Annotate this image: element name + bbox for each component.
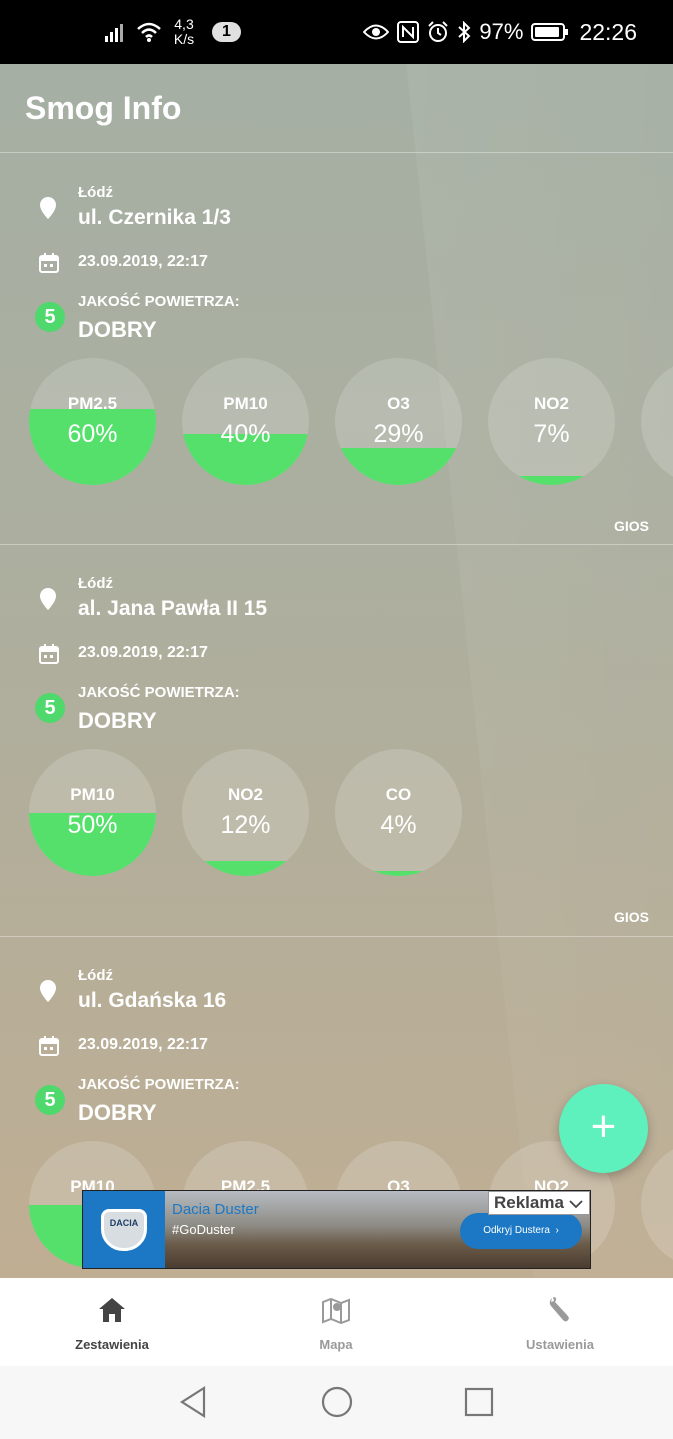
pollutant-name: CO [385, 785, 412, 804]
quality-label: JAKOŚĆ POWIETRZA: [78, 684, 240, 701]
pollutant-percent: 50% [67, 811, 118, 839]
alarm-icon [428, 21, 449, 42]
calendar-icon [39, 644, 59, 664]
pollutant-percent: 29% [373, 420, 424, 448]
nav-label: Ustawienia [526, 1337, 594, 1352]
station-city: Łódź [78, 967, 113, 984]
pollutant-gauge[interactable] [641, 358, 673, 485]
pollutant-fill [488, 476, 615, 485]
app-content: Smog Info Łódź ul. Czernika 1/3 23.09.20… [0, 64, 673, 1278]
nav-label: Mapa [319, 1337, 353, 1352]
status-bar: 4,3 K/s 1 97% 22:26 [0, 0, 673, 64]
calendar-icon [39, 1036, 59, 1056]
quality-value: DOBRY [78, 317, 157, 342]
pollutant-fill [335, 448, 462, 485]
pollutant-fill [182, 434, 309, 485]
quality-value: DOBRY [78, 1100, 157, 1125]
map-icon [322, 1297, 350, 1324]
pollutant-percent: 40% [220, 420, 271, 448]
quality-index-badge: 5 [35, 693, 65, 723]
quality-index-badge: 5 [35, 302, 65, 332]
nav-label: Zestawienia [75, 1337, 149, 1352]
wifi-icon [137, 22, 161, 42]
header-divider [0, 152, 673, 153]
pollutant-gauge[interactable]: CO 4% [335, 749, 462, 876]
pollutant-gauge[interactable]: PM10 40% [182, 358, 309, 485]
home-icon [99, 1298, 125, 1322]
quality-label: JAKOŚĆ POWIETRZA: [78, 293, 240, 310]
bluetooth-icon [458, 21, 471, 43]
pollutant-name: PM10 [70, 785, 115, 804]
location-pin-icon [40, 197, 56, 219]
bottom-navigation: Zestawienia Mapa Ustawienia [0, 1278, 673, 1366]
pollutant-list: PM2.5 60% PM10 40% O3 29% NO2 7% [29, 358, 673, 486]
ad-label-dropdown[interactable]: Reklama [488, 1191, 590, 1215]
app-title: Smog Info [25, 90, 182, 126]
pollutant-fill [182, 860, 309, 876]
home-circle-icon[interactable] [320, 1385, 354, 1419]
location-pin-icon [40, 980, 56, 1002]
network-speed: 4,3 K/s [173, 16, 195, 47]
ad-title: Dacia Duster [172, 1201, 259, 1218]
signal-icon [105, 24, 123, 42]
location-pin-icon [40, 588, 56, 610]
ad-cta-button[interactable]: Odkryj Dustera › [460, 1213, 582, 1249]
pollutant-fill [29, 408, 156, 485]
add-station-button[interactable]: + [559, 1084, 648, 1173]
pollutant-name: PM2.5 [67, 394, 118, 413]
pollutant-gauge[interactable]: PM10 50% [29, 749, 156, 876]
ad-subtitle: #GoDuster [172, 1222, 235, 1237]
pollutant-gauge[interactable]: NO2 12% [182, 749, 309, 876]
pollutant-gauge[interactable]: O3 29% [335, 358, 462, 485]
system-navigation-bar [0, 1366, 673, 1439]
station-address: al. Jana Pawła II 15 [78, 597, 268, 620]
pollutant-name: NO2 [228, 785, 263, 804]
calendar-icon [39, 253, 59, 273]
chevron-down-icon [569, 1200, 583, 1209]
pollutant-percent: 7% [533, 420, 570, 448]
data-source: GIOS [613, 518, 649, 534]
recent-apps-icon[interactable] [464, 1387, 494, 1417]
wrench-icon [549, 1297, 569, 1322]
pollutant-gauge[interactable]: NO2 7% [488, 358, 615, 485]
battery-percent: 97% [479, 19, 524, 44]
notification-count-badge: 1 [212, 22, 241, 42]
pollutant-name: O3 [387, 394, 410, 413]
quality-value: DOBRY [78, 708, 157, 733]
pollutant-percent: 4% [380, 811, 417, 839]
station-address: ul. Gdańska 16 [78, 989, 227, 1012]
pollutant-fill [335, 870, 462, 876]
nav-item-ustawienia[interactable]: Ustawienia [448, 1278, 672, 1366]
pollutant-percent: 12% [220, 811, 271, 839]
card-divider [0, 936, 673, 937]
nav-item-zestawienia[interactable]: Zestawienia [0, 1278, 224, 1366]
station-address: ul. Czernika 1/3 [78, 206, 231, 229]
pollutant-fill [29, 812, 156, 876]
pollutant-gauge[interactable] [641, 1141, 673, 1268]
card-divider [0, 544, 673, 545]
eye-icon [363, 24, 390, 40]
pollutant-list: PM10 50% NO2 12% CO 4% [29, 749, 673, 877]
quality-index-badge: 5 [35, 1085, 65, 1115]
station-city: Łódź [78, 184, 113, 201]
back-icon[interactable] [178, 1386, 208, 1418]
pollutant-name: PM10 [223, 394, 268, 413]
nfc-icon [397, 21, 420, 43]
clock: 22:26 [579, 18, 637, 45]
station-city: Łódź [78, 575, 113, 592]
measurement-date: 23.09.2019, 22:17 [78, 253, 208, 270]
dacia-logo: DACIA [83, 1191, 165, 1268]
nav-item-mapa[interactable]: Mapa [224, 1278, 448, 1366]
measurement-date: 23.09.2019, 22:17 [78, 644, 208, 661]
pollutant-percent: 60% [67, 420, 118, 448]
battery-icon [531, 23, 569, 41]
station-card[interactable]: Łódź al. Jana Pawła II 15 23.09.2019, 22… [0, 547, 673, 939]
measurement-date: 23.09.2019, 22:17 [78, 1036, 208, 1053]
data-source: GIOS [613, 909, 649, 925]
pollutant-name: NO2 [534, 394, 569, 413]
station-card[interactable]: Łódź ul. Czernika 1/3 23.09.2019, 22:17 … [0, 156, 673, 548]
pollutant-gauge[interactable]: PM2.5 60% [29, 358, 156, 485]
quality-label: JAKOŚĆ POWIETRZA: [78, 1076, 240, 1093]
